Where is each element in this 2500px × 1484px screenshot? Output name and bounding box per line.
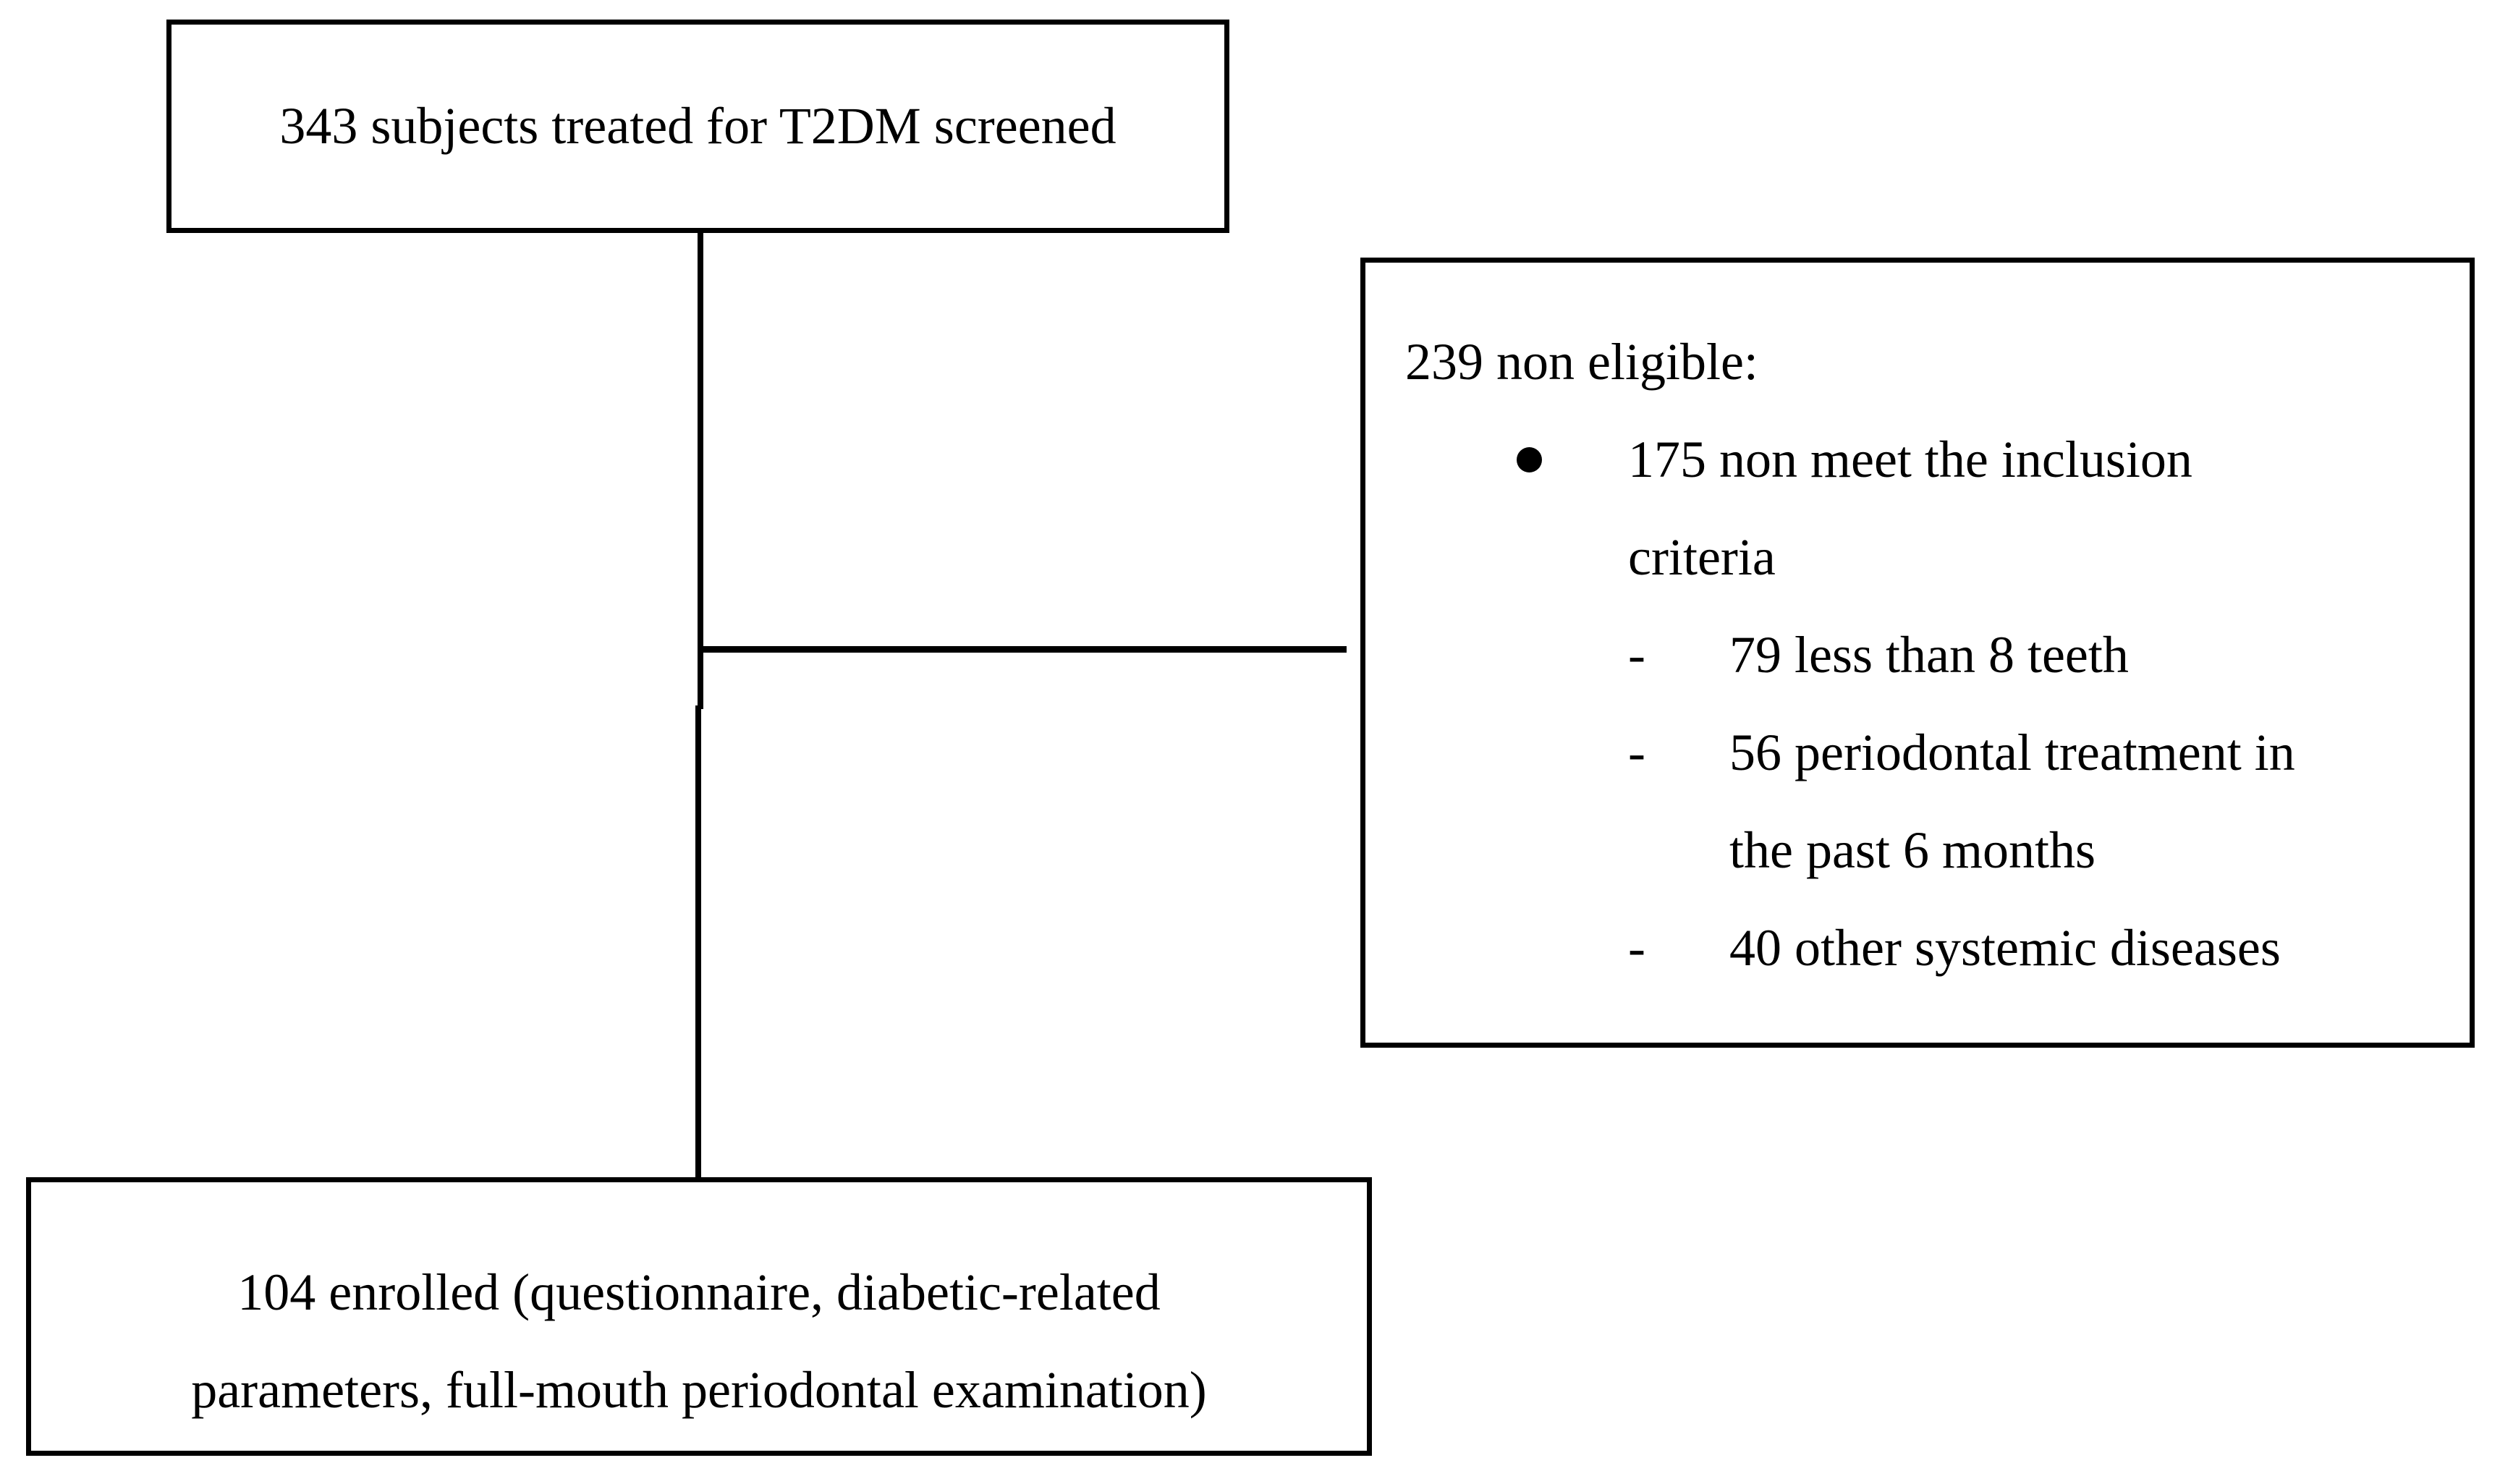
dash-item-2-text-line-2: the past 6 months — [1729, 821, 2096, 879]
dash-icon: - — [1628, 724, 1645, 781]
enrolled-box-text-line-1: 104 enrolled (questionnaire, diabetic-re… — [237, 1263, 1161, 1321]
dash-item-1-text: 79 less than 8 teeth — [1729, 626, 2129, 684]
dash-item-2-text-line-1: 56 periodontal treatment in — [1729, 724, 2295, 781]
dash-item-row: - 79 less than 8 teeth — [1405, 606, 2455, 704]
dash-item-row: - 40 other systemic diseases — [1405, 899, 2455, 997]
non-eligible-box: 239 non eligible: 175 non meet the inclu… — [1360, 258, 2475, 1048]
dash-item-row: - 56 periodontal treatment in — [1405, 704, 2455, 802]
enrolled-box: 104 enrolled (questionnaire, diabetic-re… — [26, 1177, 1372, 1456]
dash-icon: - — [1628, 626, 1645, 684]
non-eligible-title: 239 non eligible: — [1405, 333, 1758, 391]
bullet-item-row: 175 non meet the inclusion — [1405, 411, 2455, 509]
connector-horizontal — [700, 646, 1347, 653]
bullet-item-text-line-1: 175 non meet the inclusion — [1628, 431, 2192, 488]
bullet-item-text-line-2: criteria — [1628, 528, 1776, 586]
connector-vertical-lower — [695, 705, 701, 1188]
screened-box-text: 343 subjects treated for T2DM screened — [279, 97, 1116, 155]
connector-vertical-upper — [698, 233, 703, 709]
screened-box: 343 subjects treated for T2DM screened — [166, 20, 1229, 233]
bullet-icon — [1517, 447, 1542, 472]
dash-icon: - — [1628, 919, 1645, 977]
enrolled-box-text-line-2: parameters, full-mouth periodontal exami… — [191, 1361, 1207, 1419]
dash-item-3-text: 40 other systemic diseases — [1729, 919, 2281, 977]
